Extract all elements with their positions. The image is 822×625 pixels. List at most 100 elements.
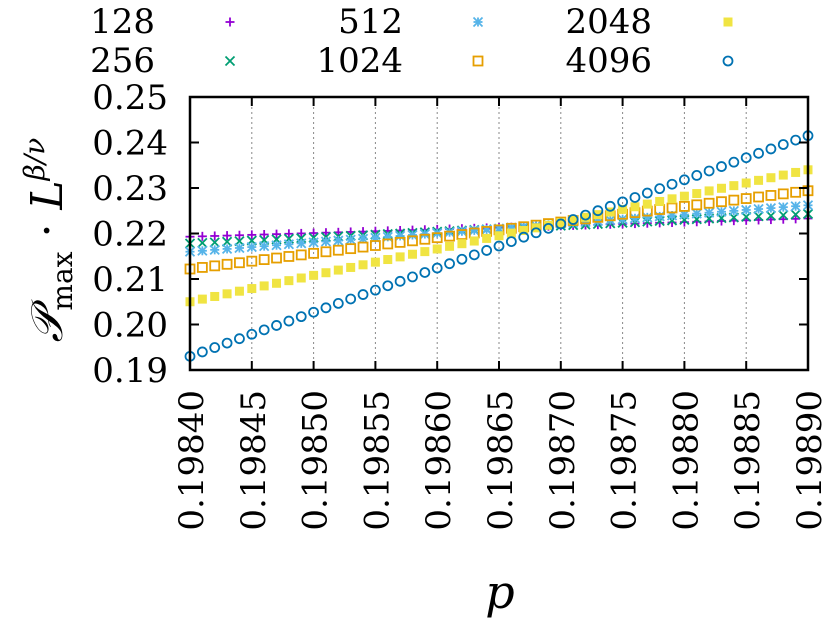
- data-point: [505, 236, 517, 247]
- data-point: [431, 262, 443, 274]
- data-point: [333, 235, 344, 246]
- data-point: [358, 260, 368, 270]
- data-point: [642, 212, 653, 223]
- data-point: [197, 294, 207, 304]
- data-point: [642, 199, 652, 209]
- data-point: [296, 273, 306, 283]
- data-point: [258, 254, 270, 265]
- data-point: [407, 249, 417, 259]
- x-tick-label: 0.19840: [172, 390, 212, 531]
- data-point: [790, 186, 802, 198]
- data-point: [271, 320, 282, 331]
- x-axis-label: p: [485, 565, 514, 619]
- x-tick-label: 0.19885: [728, 390, 768, 531]
- data-point: [259, 281, 269, 291]
- data-point: [703, 165, 715, 177]
- data-point: [259, 240, 270, 252]
- data-point: [419, 267, 431, 278]
- x-tick-label: 0.19860: [419, 390, 459, 531]
- y-tick-label: 0.19: [92, 351, 168, 391]
- legend-label: 512: [338, 2, 403, 42]
- data-point: [469, 225, 480, 236]
- x-tick-label: 0.19890: [790, 390, 822, 531]
- data-point: [234, 286, 244, 296]
- data-point: [320, 246, 332, 258]
- data-point: [716, 196, 727, 208]
- legend-marker: [472, 55, 484, 67]
- data-point: [703, 207, 715, 218]
- x-tick-label: 0.19850: [296, 390, 336, 531]
- data-point: [456, 253, 468, 265]
- data-point: [431, 232, 443, 244]
- data-point: [568, 215, 578, 225]
- data-point: [321, 268, 331, 278]
- data-point: [618, 204, 628, 214]
- data-point: [766, 173, 776, 183]
- data-point: [197, 245, 208, 256]
- data-point: [518, 231, 530, 243]
- x-tick-label: 0.19845: [234, 390, 274, 531]
- data-point: [295, 249, 307, 261]
- legend-label: 128: [90, 2, 155, 42]
- data-point: [765, 190, 777, 201]
- data-point: [691, 208, 702, 219]
- data-point: [383, 255, 393, 265]
- data-point: [444, 230, 455, 242]
- data-point: [469, 236, 479, 246]
- data-point: [629, 192, 641, 203]
- data-point: [309, 270, 319, 280]
- data-point: [679, 174, 690, 186]
- data-point: [679, 191, 689, 201]
- data-point: [567, 214, 579, 225]
- data-point: [345, 293, 357, 305]
- data-point: [272, 229, 282, 239]
- data-point: [456, 226, 468, 237]
- data-point: [753, 211, 764, 222]
- data-point: [716, 183, 726, 193]
- series-4096: [184, 130, 814, 362]
- data-point: [654, 215, 665, 227]
- data-point: [234, 242, 245, 254]
- data-point: [641, 187, 653, 199]
- legend-marker: [472, 16, 484, 28]
- data-points: [184, 130, 814, 362]
- data-point: [457, 239, 467, 249]
- y-axis-label: 𝒫max · Lβ/ν: [18, 138, 79, 343]
- data-point: [704, 186, 714, 196]
- data-point: [333, 265, 343, 275]
- data-point: [753, 147, 764, 159]
- data-point: [369, 240, 381, 251]
- data-point: [765, 143, 777, 155]
- series-512: [184, 200, 814, 257]
- data-point: [395, 252, 405, 262]
- data-point: [284, 229, 294, 239]
- data-point: [309, 228, 319, 238]
- data-point: [196, 346, 208, 358]
- data-point: [667, 194, 677, 204]
- data-point: [592, 205, 604, 217]
- axis-ticks: 0.19840 0.19845 0.19850 0.19855 0.19860 0.198…: [92, 78, 822, 531]
- data-point: [419, 233, 431, 245]
- data-point: [321, 228, 331, 238]
- data-point: [754, 175, 764, 185]
- data-point: [728, 205, 739, 216]
- x-tick-label: 0.19880: [666, 390, 706, 531]
- data-point: [493, 240, 505, 252]
- data-point: [604, 200, 616, 212]
- legend-marker: [723, 17, 733, 27]
- data-point: [209, 237, 220, 248]
- data-point: [445, 241, 455, 251]
- data-point: [481, 245, 493, 256]
- data-point: [519, 225, 529, 235]
- data-point: [357, 241, 369, 253]
- data-point: [222, 231, 232, 241]
- legend-entry: 4096: [565, 41, 734, 81]
- data-point: [246, 255, 258, 267]
- y-tick-label: 0.20: [92, 306, 168, 346]
- x-tick-label: 0.19870: [543, 390, 583, 531]
- legend-marker: [722, 55, 734, 67]
- data-point: [778, 209, 789, 221]
- data-point: [394, 236, 406, 248]
- y-tick-label: 0.21: [92, 260, 168, 300]
